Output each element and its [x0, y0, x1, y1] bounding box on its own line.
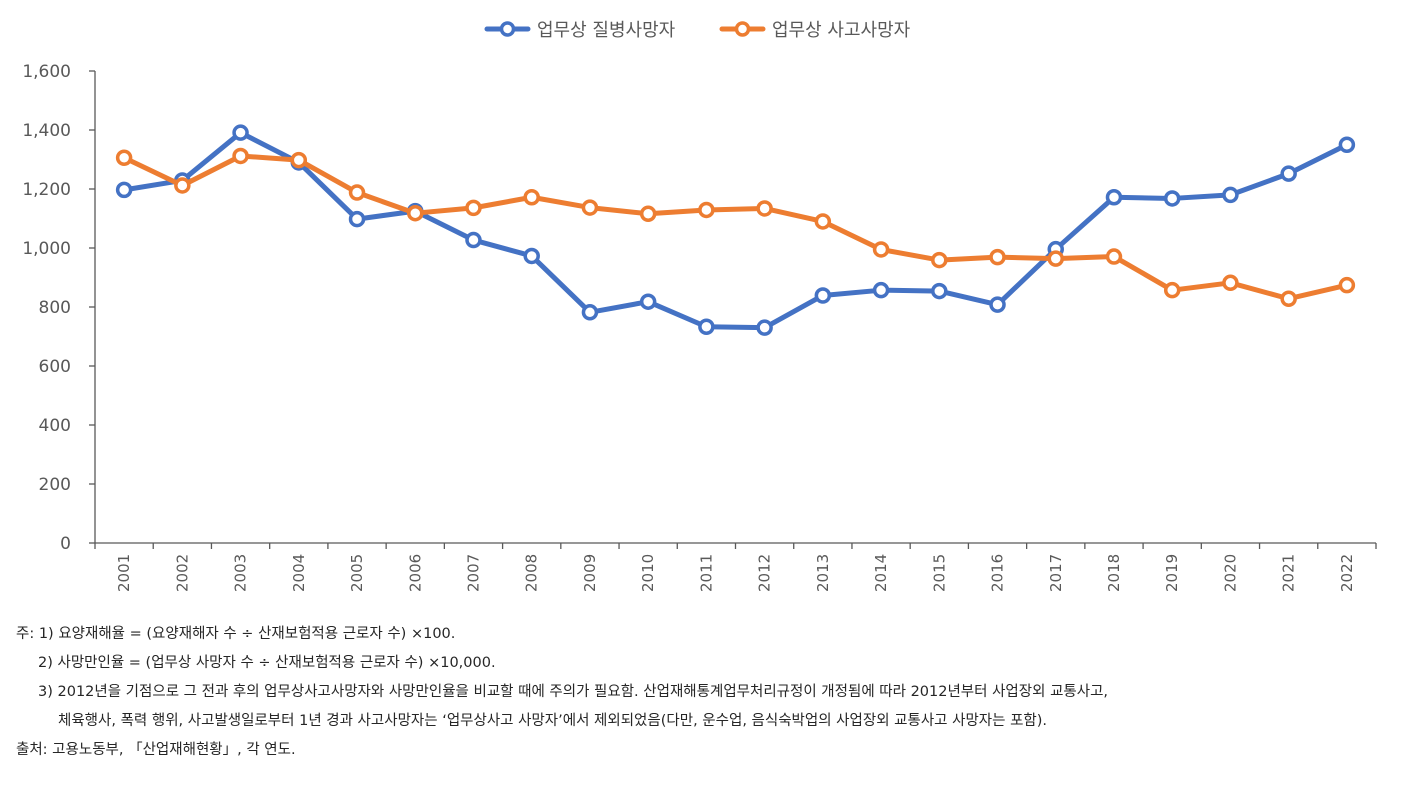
series-2 [115, 147, 1356, 307]
data-point [756, 319, 773, 336]
series-line [121, 153, 1350, 302]
x-tick-label: 2008 [523, 554, 541, 592]
data-point [581, 304, 599, 321]
x-tick-label: 2005 [348, 554, 366, 592]
x-tick-label: 2012 [756, 554, 774, 592]
data-point [872, 241, 890, 258]
y-tick-label: 200 [39, 475, 71, 495]
x-tick-label: 2013 [814, 554, 832, 592]
y-tick-label: 600 [39, 357, 71, 377]
x-tick-label: 2017 [1047, 554, 1065, 592]
data-point [232, 147, 249, 165]
data-point [1105, 248, 1123, 265]
footnotes: 주: 1) 요양재해율 = (요양재해자 수 ÷ 산재보험적용 근로자 수) ×… [16, 620, 1401, 765]
x-tick-label: 2014 [872, 554, 890, 592]
legend: 업무상 질병사망자 업무상 사고사망자 [484, 20, 911, 41]
data-point [1280, 165, 1297, 182]
data-point [1047, 250, 1064, 267]
data-point [290, 151, 308, 169]
x-tick-label: 2004 [290, 554, 308, 592]
data-point [639, 205, 657, 223]
y-tick-label: 1,600 [22, 62, 71, 82]
data-point [814, 213, 832, 230]
line-chart: 업무상 질병사망자 업무상 사고사망자 0 200 400 600 800 1,000 1,2… [22, 20, 1377, 592]
x-tick-label: 2021 [1280, 554, 1298, 592]
data-point [989, 296, 1006, 313]
x-tick-label: 2018 [1105, 554, 1123, 592]
x-tick-label: 2006 [406, 554, 424, 592]
data-point [174, 177, 191, 194]
legend-item-1: 업무상 질병사망자 [484, 20, 676, 41]
data-point [348, 184, 366, 201]
x-tick-label: 2019 [1163, 554, 1181, 592]
y-tick-label: 800 [39, 298, 71, 318]
data-point [1338, 276, 1356, 294]
y-tick-label: 1,000 [22, 239, 71, 259]
note-1: 주: 1) 요양재해율 = (요양재해자 수 ÷ 산재보험적용 근로자 수) ×… [16, 626, 456, 642]
source-note: 출처: 고용노동부, 「산업재해현황」, 각 연도. [16, 742, 296, 758]
data-point [115, 181, 133, 199]
x-tick-label: 2016 [989, 554, 1007, 592]
data-point [523, 247, 540, 265]
data-point [232, 124, 249, 141]
data-point [581, 199, 599, 216]
data-point [1222, 186, 1239, 204]
data-point [814, 287, 832, 304]
data-point [1280, 290, 1297, 307]
x-tick-label: 2020 [1221, 554, 1239, 592]
data-point [698, 201, 715, 219]
data-point [931, 251, 948, 269]
x-tick-label: 2001 [115, 554, 133, 592]
data-point [1163, 190, 1181, 207]
x-tick-label: 2003 [232, 554, 250, 592]
y-tick-label: 0 [60, 534, 71, 554]
data-point [989, 248, 1006, 266]
data-point [639, 293, 657, 310]
data-point [698, 318, 715, 336]
data-point [115, 149, 133, 166]
data-point [465, 199, 482, 217]
legend-label: 업무상 사고사망자 [772, 20, 911, 41]
data-point [931, 282, 948, 300]
legend-marker [499, 21, 516, 37]
data-point [465, 231, 482, 249]
x-tick-label: 2002 [173, 554, 191, 592]
data-point [1163, 281, 1181, 299]
legend-label: 업무상 질병사망자 [537, 20, 676, 41]
y-tick-label: 1,200 [22, 180, 71, 200]
x-tick-label: 2015 [930, 554, 948, 592]
y-tick-label: 1,400 [22, 121, 71, 141]
data-point [872, 281, 890, 299]
series-line [121, 130, 1350, 331]
data-point [1338, 136, 1356, 153]
plot-area [115, 124, 1356, 336]
note-3: 3) 2012년을 기점으로 그 전과 후의 업무상사고사망자와 사망만인율을 … [38, 684, 1109, 700]
chart-axes: 0 200 400 600 800 1,000 1,200 1,400 1,600 2001 200… [22, 62, 1377, 592]
data-point [1222, 274, 1239, 292]
data-point [523, 189, 540, 206]
x-tick-label: 2022 [1338, 554, 1356, 592]
data-point [407, 204, 424, 222]
data-point [348, 210, 366, 228]
data-point [756, 200, 773, 217]
x-tick-label: 2011 [697, 554, 715, 592]
legend-marker [734, 21, 751, 37]
x-tick-label: 2010 [639, 554, 657, 592]
x-tick-label: 2007 [464, 554, 482, 592]
note-3-continued: 체육행사, 폭력 행위, 사고발생일로부터 1년 경과 사고사망자는 ‘업무상사… [58, 713, 1048, 729]
legend-item-2: 업무상 사고사망자 [719, 20, 911, 41]
note-2: 2) 사망만인율 = (업무상 사망자 수 ÷ 산재보험적용 근로자 수) ×1… [38, 655, 496, 671]
data-point [1105, 189, 1123, 206]
y-tick-label: 400 [39, 416, 71, 436]
x-tick-label: 2009 [581, 554, 599, 592]
